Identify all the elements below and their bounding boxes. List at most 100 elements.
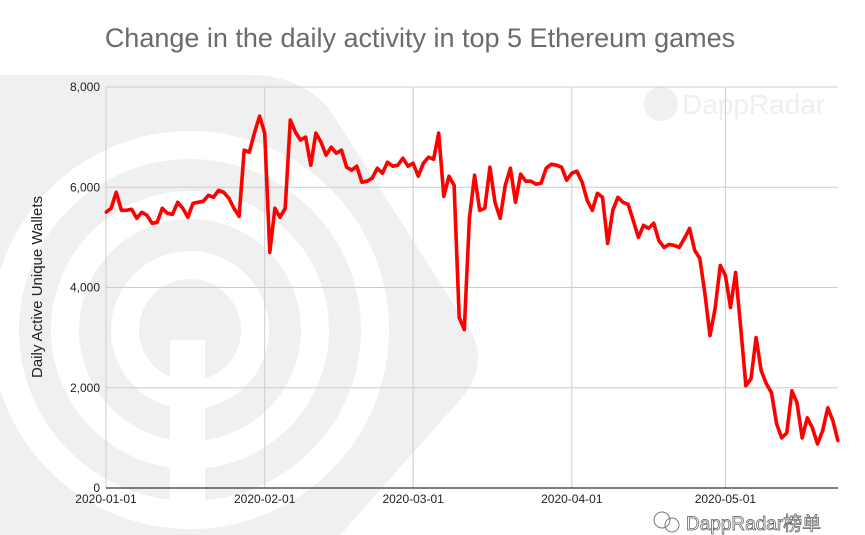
data-point: [713, 307, 717, 311]
data-point: [677, 245, 681, 249]
data-point: [565, 178, 569, 182]
data-point: [703, 292, 707, 296]
data-point: [514, 200, 518, 204]
data-point: [631, 218, 635, 222]
data-point: [247, 150, 251, 154]
data-point: [764, 382, 768, 386]
data-point: [462, 328, 466, 332]
data-point: [119, 208, 123, 212]
data-point: [135, 216, 139, 220]
data-point: [334, 151, 338, 155]
data-point: [831, 419, 835, 423]
y-tick-label: 8,000: [70, 80, 100, 94]
data-point: [206, 193, 210, 197]
data-point: [805, 416, 809, 420]
data-point: [657, 238, 661, 242]
data-point: [769, 391, 773, 395]
data-point: [488, 165, 492, 169]
data-point: [529, 179, 533, 183]
data-point: [723, 273, 727, 277]
data-point: [201, 199, 205, 203]
data-point: [647, 226, 651, 230]
data-point: [785, 431, 789, 435]
data-point: [227, 196, 231, 200]
background-logo-watermark: [0, 75, 478, 535]
data-point: [345, 165, 349, 169]
data-point: [406, 164, 410, 168]
data-point: [114, 190, 118, 194]
data-point: [524, 179, 528, 183]
y-tick-label: 6,000: [70, 180, 100, 194]
data-point: [380, 171, 384, 175]
data-point: [375, 166, 379, 170]
data-point: [237, 214, 241, 218]
data-point: [130, 207, 134, 211]
x-tick-label: 2020-04-01: [541, 492, 603, 506]
data-point: [749, 377, 753, 381]
data-point: [437, 131, 441, 135]
data-point: [355, 164, 359, 168]
data-point: [498, 216, 502, 220]
data-point: [508, 166, 512, 170]
data-point: [391, 164, 395, 168]
data-point: [452, 183, 456, 187]
data-point: [780, 436, 784, 440]
data-point: [606, 241, 610, 245]
data-point: [662, 245, 666, 249]
data-point: [411, 161, 415, 165]
data-point: [104, 210, 108, 214]
data-point: [585, 198, 589, 202]
data-point: [601, 195, 605, 199]
data-point: [544, 166, 548, 170]
data-point: [314, 131, 318, 135]
data-point: [186, 215, 190, 219]
data-point: [826, 406, 830, 410]
data-point: [350, 168, 354, 172]
data-point: [211, 195, 215, 199]
data-point: [816, 442, 820, 446]
data-point: [534, 182, 538, 186]
data-point: [432, 157, 436, 161]
data-point: [539, 181, 543, 185]
data-point: [554, 163, 558, 167]
data-point: [560, 165, 564, 169]
data-point: [396, 163, 400, 167]
data-point: [155, 220, 159, 224]
y-axis-ticks: 0 2,000 4,000 6,000 8,000: [70, 80, 100, 495]
data-point: [309, 163, 313, 167]
data-point: [145, 213, 149, 217]
data-point: [242, 148, 246, 152]
data-point: [196, 200, 200, 204]
data-point: [493, 200, 497, 204]
data-point: [575, 169, 579, 173]
data-point: [401, 156, 405, 160]
gridlines: [105, 86, 838, 488]
data-point: [360, 180, 364, 184]
data-point: [616, 195, 620, 199]
data-point: [478, 208, 482, 212]
data-point: [682, 236, 686, 240]
data-point: [729, 306, 733, 310]
data-point: [759, 369, 763, 373]
data-point: [293, 130, 297, 134]
data-point: [595, 191, 599, 195]
data-point: [263, 131, 267, 135]
data-point: [708, 334, 712, 338]
data-point: [339, 148, 343, 152]
data-point: [416, 174, 420, 178]
data-point: [698, 256, 702, 260]
data-point: [222, 190, 226, 194]
data-point: [611, 208, 615, 212]
data-point: [626, 202, 630, 206]
data-point: [718, 263, 722, 267]
data-point: [457, 316, 461, 320]
x-tick-label: 2020-02-01: [234, 492, 296, 506]
data-point: [549, 162, 553, 166]
y-tick-label: 2,000: [70, 381, 100, 395]
data-point: [165, 211, 169, 215]
data-point: [483, 206, 487, 210]
y-axis-label: Daily Active Unique Wallets: [29, 196, 46, 378]
x-axis-ticks: 2020-01-01 2020-02-01 2020-03-01 2020-04-01…: [75, 492, 756, 506]
data-point: [299, 138, 303, 142]
data-point: [590, 208, 594, 212]
